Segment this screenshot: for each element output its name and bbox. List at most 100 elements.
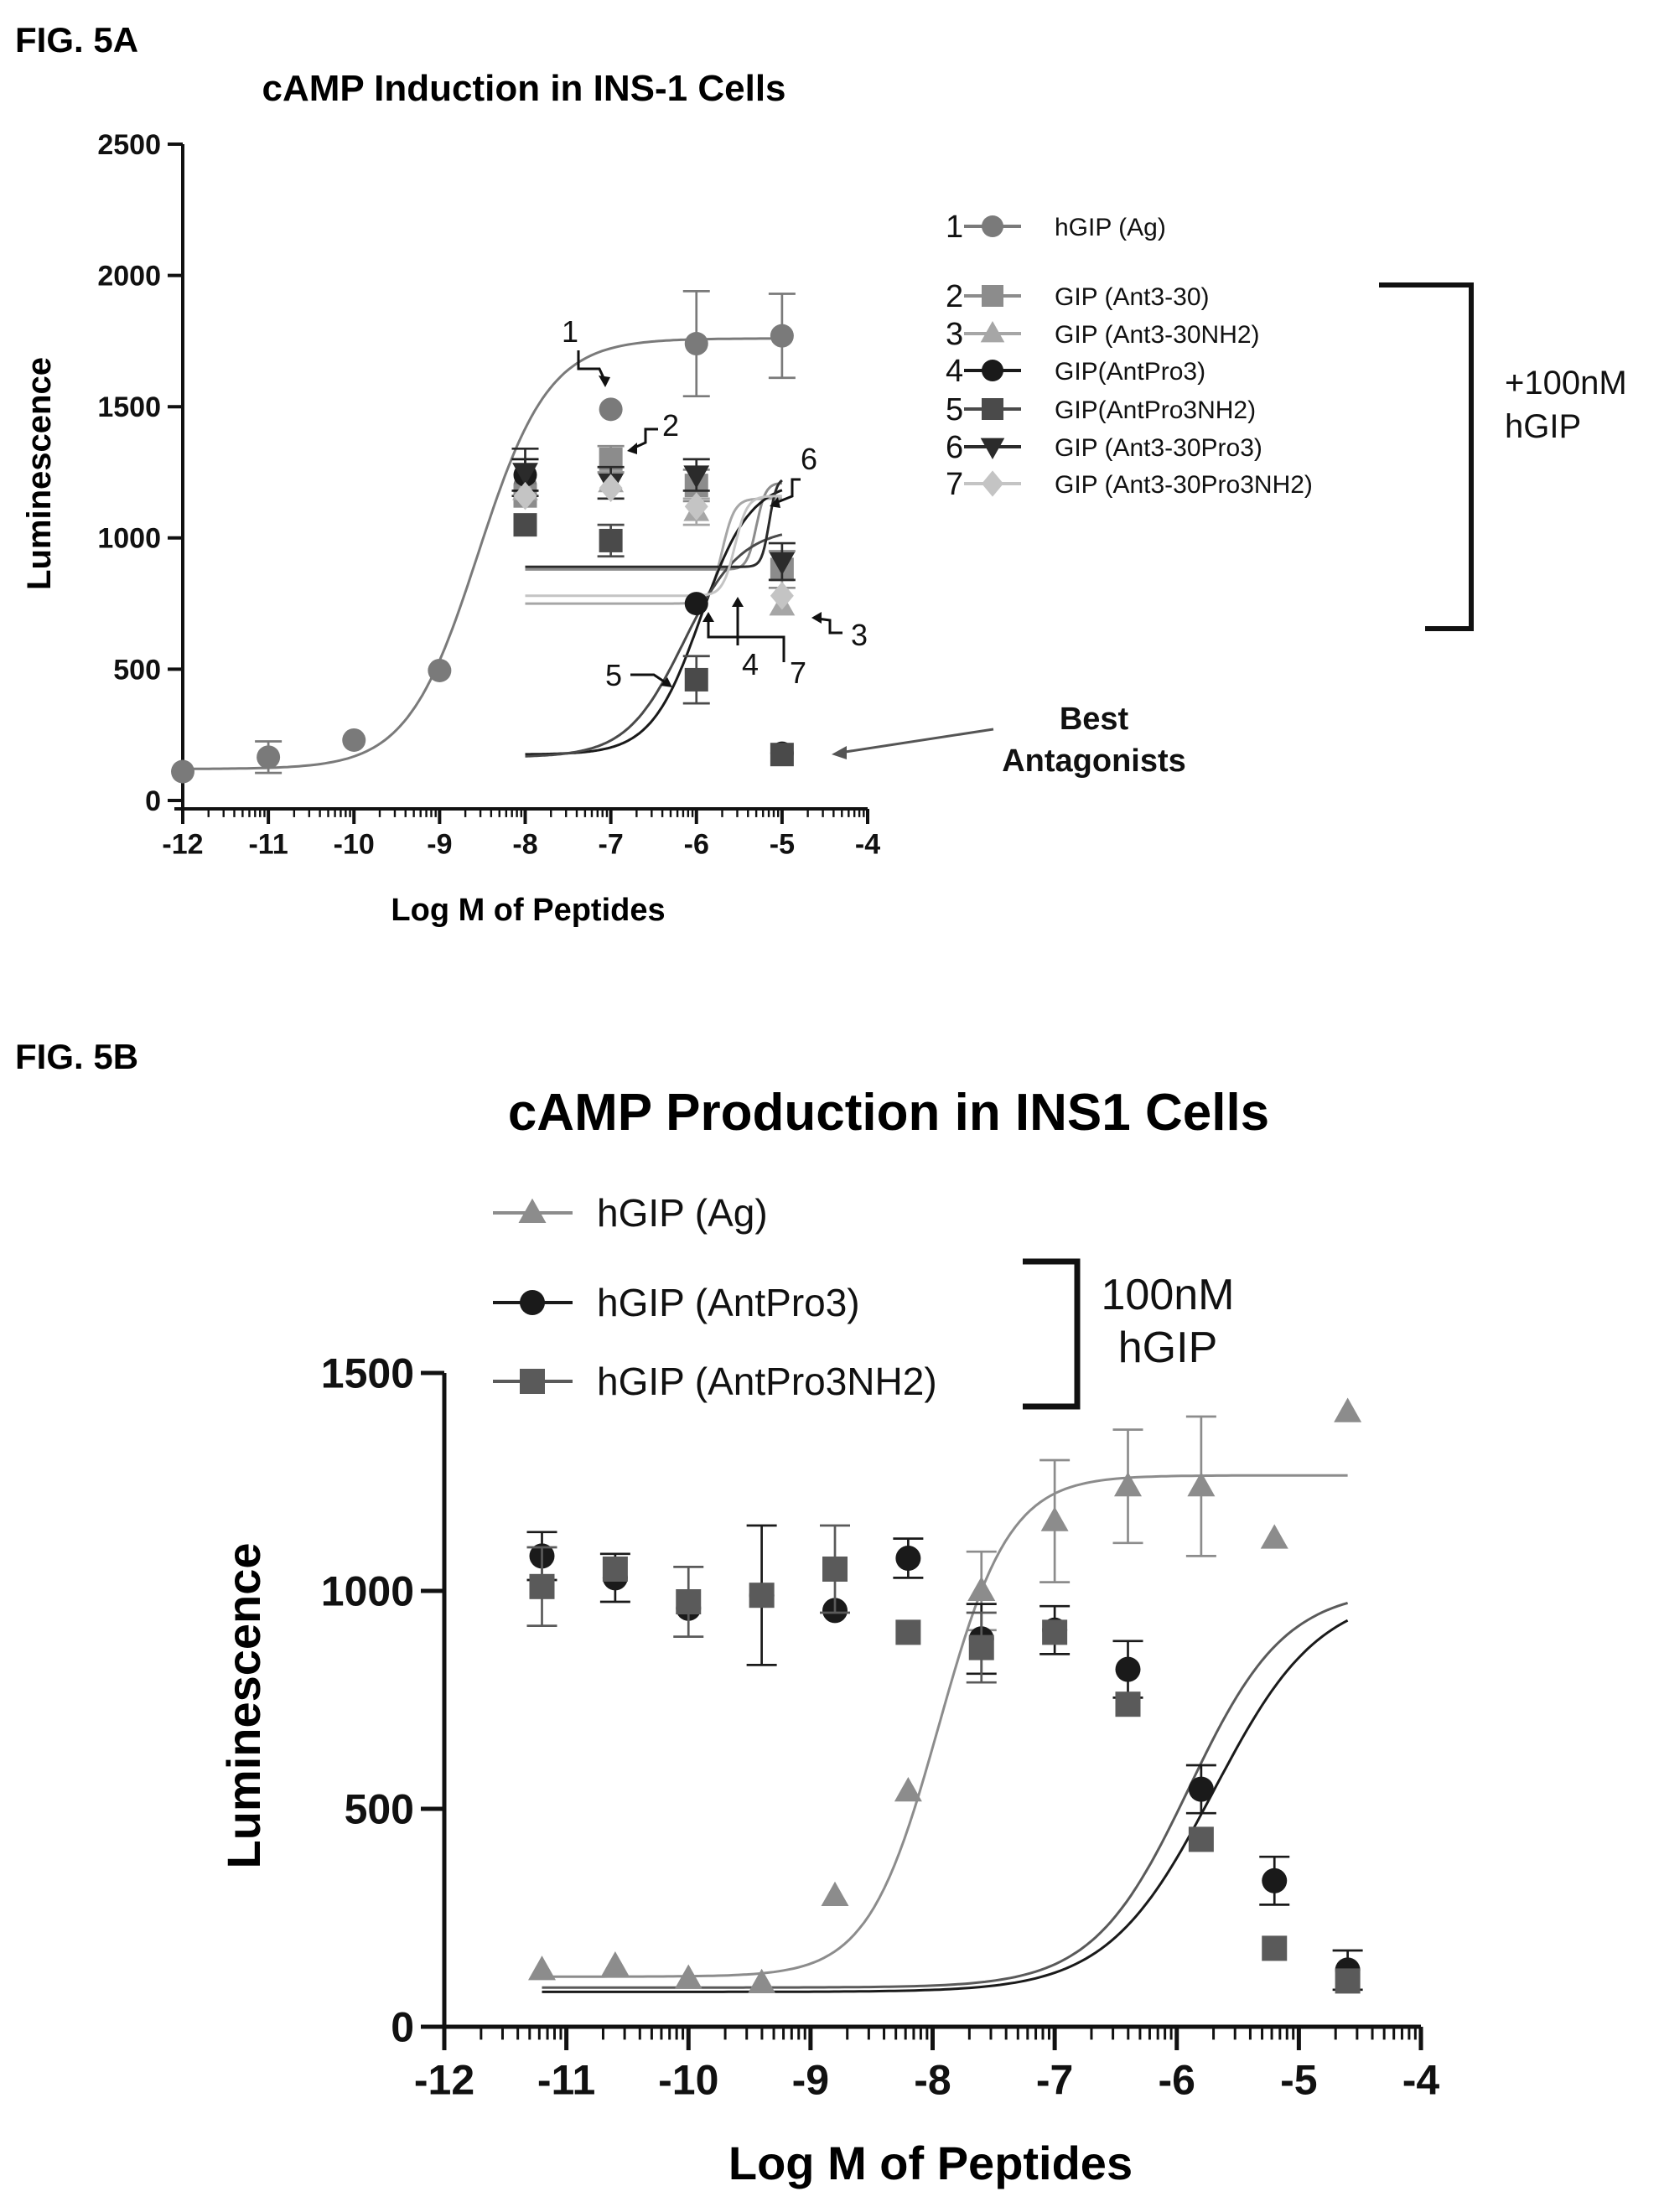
callout-2: 2 — [662, 408, 679, 443]
y-tick-label: 0 — [391, 2004, 414, 2051]
legend-label-6: GIP (Ant3-30Pro3) — [1055, 434, 1262, 462]
x-tick-label: -4 — [1402, 2057, 1440, 2104]
data-point-1 — [599, 397, 623, 422]
data-point-3 — [822, 1557, 848, 1582]
callout-3: 3 — [851, 618, 868, 652]
data-point-3 — [1335, 1968, 1361, 1994]
data-point-4 — [684, 592, 708, 616]
legend-label-3: GIP (Ant3-30NH2) — [1055, 321, 1260, 349]
fit-curve-3 — [525, 497, 782, 605]
y-tick-label: 1500 — [97, 391, 161, 423]
data-point-3 — [1115, 1691, 1141, 1717]
x-tick-label: -6 — [1159, 2057, 1195, 2104]
data-point-1 — [770, 324, 794, 348]
legend-5b: hGIP (Ag) hGIP (AntPro3) hGIP (AntPro3NH2) — [493, 1191, 937, 1403]
data-point-3 — [968, 1634, 994, 1660]
x-tick-label: -9 — [427, 829, 452, 861]
data-point-1 — [528, 1956, 556, 1981]
legend-number-7: 7 — [946, 467, 963, 502]
x-tick-label: -9 — [792, 2057, 829, 2104]
data-point-1 — [821, 1881, 849, 1906]
x-tick-label: -7 — [599, 829, 624, 861]
data-point-1 — [171, 759, 194, 784]
callouts-5a: 1 2 6 3 4 7 5 — [562, 314, 868, 692]
data-point-2 — [1262, 1868, 1288, 1893]
best-antagonists-line2: Antagonists — [1002, 743, 1186, 779]
legend-marker-5b-3 — [520, 1369, 545, 1394]
x-tick-label: -11 — [248, 829, 288, 861]
x-axis-title-5a: Log M of Peptides — [391, 893, 665, 928]
fit-curves-5b — [542, 1474, 1349, 1993]
callout-arrow-6 — [775, 478, 801, 505]
y-tick-label: 2000 — [97, 261, 161, 293]
data-point-6 — [769, 552, 796, 576]
legend-number-6: 6 — [946, 430, 963, 465]
data-point-1 — [1114, 1471, 1142, 1497]
y-tick-label: 1000 — [97, 523, 161, 555]
data-point-2 — [895, 1546, 921, 1571]
x-tick-label: -10 — [334, 829, 375, 861]
legend-marker-5b-2 — [520, 1290, 545, 1315]
legend-label-5b-2: hGIP (AntPro3) — [597, 1281, 860, 1324]
legend-label-5b-1: hGIP (Ag) — [597, 1191, 768, 1235]
legend-marker-3 — [980, 321, 1005, 343]
y-tick-label: 500 — [113, 654, 161, 686]
axes-5a: 0 500 1000 1500 2000 2500 -12 -11 -10 -9 -8 -7 -6 -5 -… — [97, 129, 880, 861]
callout-4: 4 — [742, 647, 759, 681]
data-point-1 — [1260, 1524, 1288, 1549]
x-tick-label: -12 — [414, 2057, 474, 2104]
x-tick-label: -5 — [1280, 2057, 1317, 2104]
bracket-label-5b-line1: 100nM — [1102, 1271, 1235, 1319]
legend-label-4: GIP(AntPro3) — [1055, 358, 1205, 386]
data-point-7 — [599, 474, 623, 503]
data-point-1 — [967, 1576, 996, 1601]
legend-number-1: 1 — [946, 210, 963, 245]
bracket-label-5b-line2: hGIP — [1118, 1324, 1218, 1372]
data-point-7 — [684, 492, 708, 521]
callout-arrow-5 — [630, 673, 667, 685]
fit-curve-4 — [525, 489, 783, 756]
fit-curve-1 — [183, 337, 782, 770]
data-point-1 — [674, 1964, 702, 1989]
data-point-1 — [428, 658, 452, 682]
callout-arrow-1 — [577, 350, 607, 382]
data-point-3 — [1262, 1935, 1288, 1961]
y-tick-label: 1000 — [321, 1568, 414, 1615]
callout-7: 7 — [790, 655, 806, 690]
data-point-6 — [683, 465, 710, 489]
legend-number-4: 4 — [946, 354, 963, 389]
legend-marker-6 — [980, 438, 1005, 459]
x-tick-label: -7 — [1036, 2057, 1073, 2104]
legend-label-7: GIP (Ant3-30Pro3NH2) — [1055, 471, 1313, 499]
data-points-5a — [171, 290, 796, 784]
fit-curve-5 — [525, 533, 783, 758]
legend-label-5b-3: hGIP (AntPro3NH2) — [597, 1360, 937, 1403]
data-point-7 — [770, 581, 794, 610]
legend-marker-2 — [982, 285, 1003, 307]
legend-label-5: GIP(AntPro3NH2) — [1055, 396, 1256, 424]
data-point-1 — [894, 1776, 922, 1802]
data-point-1 — [342, 728, 366, 752]
y-tick-label: 1500 — [321, 1350, 414, 1397]
legend-label-1: hGIP (Ag) — [1055, 214, 1166, 241]
data-points-5b — [526, 1397, 1363, 1994]
y-axis-title-5a: Luminescence — [21, 357, 58, 590]
legend-5a: 1 hGIP (Ag) 2 GIP (Ant3-30) 3 GIP (Ant3-30NH2… — [946, 210, 1313, 502]
fit-curve-3 — [542, 1601, 1349, 1989]
data-point-7 — [513, 481, 537, 510]
fit-curve-7 — [525, 495, 782, 598]
callout-6: 6 — [801, 442, 817, 476]
x-tick-label: -4 — [855, 829, 880, 861]
x-tick-label: -10 — [658, 2057, 718, 2104]
y-tick-label: 500 — [345, 1786, 414, 1833]
data-point-3 — [529, 1573, 555, 1599]
y-tick-label: 2500 — [97, 129, 161, 161]
data-point-5 — [770, 743, 794, 767]
figure-label-5a: FIG. 5A — [15, 20, 138, 60]
legend-marker-5b-1 — [518, 1198, 547, 1223]
figure-5b: FIG. 5B cAMP Production in INS1 Cells Lu… — [15, 1037, 1439, 2189]
data-point-3 — [602, 1557, 628, 1582]
data-point-1 — [748, 1968, 776, 1993]
callout-arrow-2 — [632, 427, 658, 450]
